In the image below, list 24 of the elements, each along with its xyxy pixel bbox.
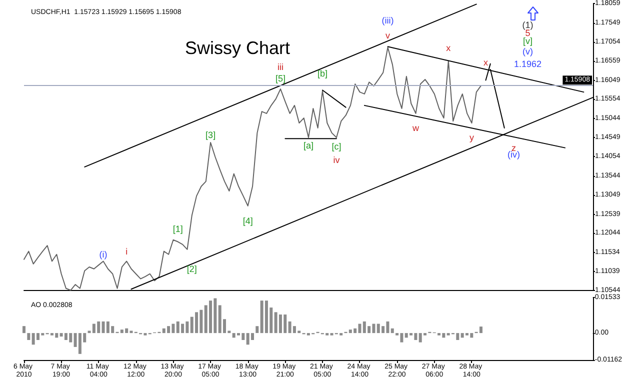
annotation: [2] xyxy=(186,264,197,274)
annotation: [4] xyxy=(242,216,253,226)
annotation: w xyxy=(412,122,420,133)
annotation: y xyxy=(469,132,474,143)
annotation: [5] xyxy=(276,73,286,84)
annotation: x xyxy=(483,58,488,68)
annotation: (iii) xyxy=(382,15,394,26)
annotation: [1] xyxy=(172,224,183,234)
annotation: 5 xyxy=(525,28,530,38)
annotation: [v] xyxy=(522,36,532,46)
annotation: [3] xyxy=(206,130,216,140)
annotation: iii xyxy=(278,62,284,72)
annotation: (i) xyxy=(99,249,108,260)
annotation: iv xyxy=(333,155,340,166)
annotation: i xyxy=(126,246,128,256)
annotation: [a] xyxy=(303,140,314,151)
annotation: (v) xyxy=(522,46,533,57)
annotation: [c] xyxy=(332,141,342,152)
annotation: v xyxy=(386,30,391,41)
annotation: [b] xyxy=(317,68,328,79)
annotation: (1) xyxy=(522,20,534,30)
annotation: 1.1962 xyxy=(514,58,542,69)
text: Swissy Chart xyxy=(185,38,290,58)
annotation: x xyxy=(446,42,452,53)
